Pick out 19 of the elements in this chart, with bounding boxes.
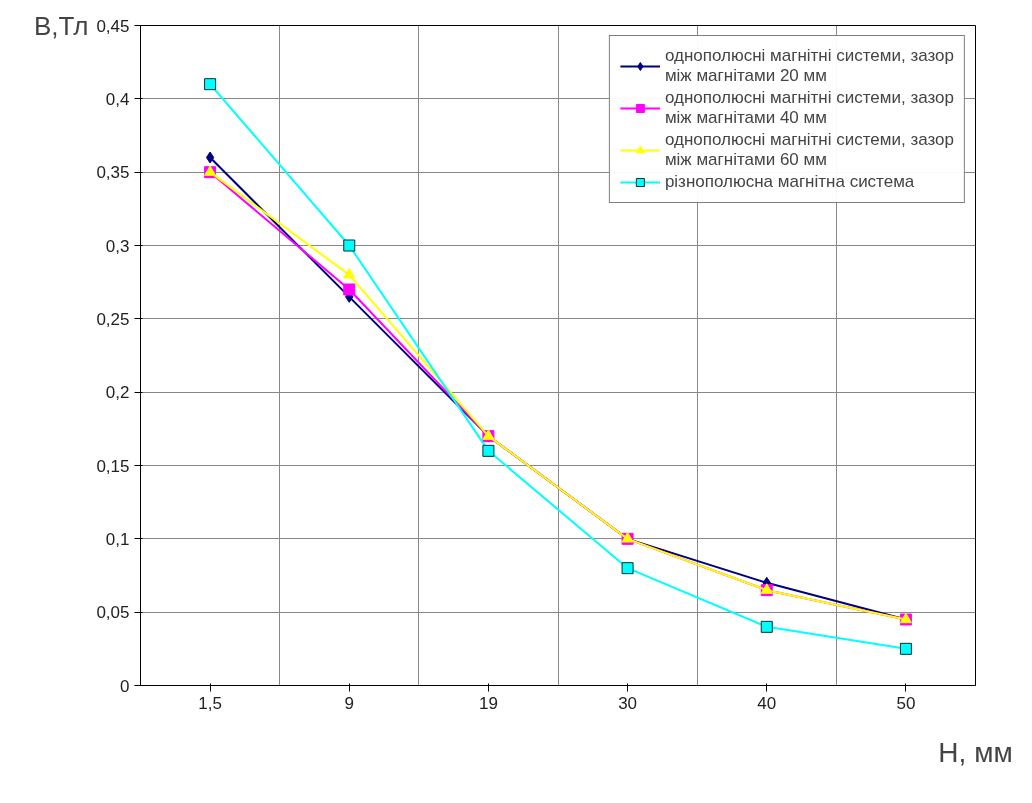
y-tick-label: 0 [120,676,130,696]
y-tick-label: 0,45 [96,16,130,36]
x-tick-label: 9 [344,693,354,713]
y-tick-label: 0,2 [105,383,130,403]
y-tick-label: 0,4 [105,89,130,109]
x-tick-label: 1,5 [198,693,222,713]
x-axis-title: H, мм [938,736,1013,768]
legend-label: різнополюсна магнітна система [664,172,915,192]
x-tick-label: 50 [896,693,916,713]
y-tick-label: 0,35 [96,163,130,183]
y-tick-label: 0,05 [96,603,130,623]
x-tick-label: 40 [757,693,777,713]
y-tick-label: 0,15 [96,456,130,476]
x-tick-label: 19 [478,693,498,713]
y-axis-title: B,Тл [33,10,89,41]
y-tick-label: 0,1 [105,529,130,549]
x-tick-label: 30 [618,693,638,713]
y-tick-label: 0,25 [96,309,130,329]
y-tick-label: 0,3 [105,236,130,256]
